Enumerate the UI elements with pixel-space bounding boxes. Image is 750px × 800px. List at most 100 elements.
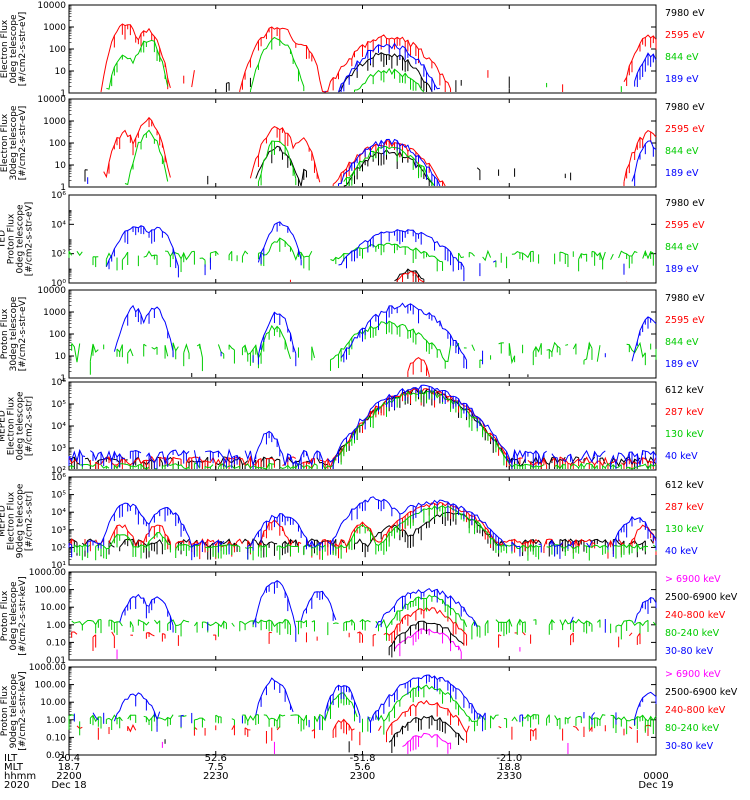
data-line <box>282 538 299 548</box>
data-line <box>204 448 241 465</box>
data-line <box>319 501 539 548</box>
data-line <box>113 692 161 722</box>
y-tick-label: 10² <box>51 543 66 553</box>
data-line <box>311 620 315 623</box>
y-axis-label-line: [#/cm2-s-str-eV] <box>18 12 28 87</box>
series-189-ev <box>113 302 657 369</box>
y-tick-label: 100.00 <box>35 681 67 691</box>
y-axis-label-line: [#/cm2-s-str] <box>25 491 35 551</box>
data-line <box>394 268 425 282</box>
data-line <box>71 343 81 363</box>
y-tick-label: 0.10 <box>46 638 66 648</box>
data-line <box>204 544 241 549</box>
data-line <box>68 251 73 256</box>
data-line <box>244 727 251 731</box>
data-line <box>87 502 206 548</box>
y-axis-label-line: 90deg telescope <box>16 483 26 558</box>
data-line <box>300 590 337 621</box>
data-line <box>311 728 315 732</box>
data-line <box>153 619 161 625</box>
data-line <box>108 524 171 549</box>
y-axis-label-line: Electron Flux <box>0 19 10 78</box>
panel-2: 1 10 100 1000 10000 Electron Flux 30deg telesc… <box>0 95 705 193</box>
data-line <box>239 26 452 93</box>
data-line <box>498 726 502 729</box>
data-line <box>68 456 78 465</box>
y-tick-label: 0.01 <box>46 751 66 761</box>
data-line <box>508 343 516 365</box>
legend-entry: 2595 eV <box>665 124 705 135</box>
data-line <box>165 250 195 261</box>
y-tick-label: 1 <box>60 183 66 193</box>
data-line <box>546 341 561 354</box>
data-line <box>522 713 539 719</box>
data-line <box>90 450 126 463</box>
legend-entry: 612 keV <box>665 480 704 491</box>
data-line <box>116 344 123 353</box>
y-tick-label: 10¹ <box>51 561 66 571</box>
data-line <box>218 538 238 547</box>
legend-entry: 844 eV <box>665 146 699 157</box>
y-tick-label: 10 <box>55 352 67 362</box>
panel-4: 1 10 100 1000 10000 Proton Flux 30deg telescop… <box>0 286 705 384</box>
data-line <box>402 732 451 748</box>
data-line <box>298 541 302 544</box>
legend-entry: 30-80 keV <box>665 741 714 752</box>
y-tick-label: 1000.00 <box>29 663 66 673</box>
data-line <box>257 519 294 549</box>
data-line <box>95 531 171 550</box>
data-line <box>333 622 339 625</box>
legend-entry: 30-80 keV <box>665 646 714 657</box>
y-tick-label: 100 <box>49 139 66 149</box>
data-line <box>258 237 313 261</box>
data-line <box>367 674 486 724</box>
data-line <box>623 129 657 183</box>
series-7980-ev <box>191 372 529 377</box>
series-844-ev <box>68 237 654 273</box>
y-axis-label-line: Proton Flux <box>0 308 10 359</box>
data-line <box>388 715 465 743</box>
y-axis-label-line: [#/cm2-s-str] <box>25 396 35 456</box>
data-line <box>218 463 240 469</box>
y-tick-label: 1000 <box>43 308 66 318</box>
legend-entry: 2595 eV <box>665 30 705 41</box>
data-line <box>338 229 465 268</box>
data-line <box>618 538 625 545</box>
series-2500-6900-kev <box>388 620 465 658</box>
y-axis-label-line: Electron Flux <box>0 113 10 172</box>
data-line <box>231 724 235 730</box>
legend-entry: 189 eV <box>665 359 699 370</box>
data-line <box>498 634 502 637</box>
data-line <box>559 456 617 467</box>
data-line <box>652 621 657 626</box>
data-line <box>610 449 657 467</box>
data-line <box>343 149 433 187</box>
time-axis-value: 2230 <box>203 771 228 782</box>
data-line <box>175 540 184 545</box>
data-line <box>100 23 171 93</box>
data-line <box>628 632 633 637</box>
series-844-ev <box>124 129 435 187</box>
data-line <box>212 539 225 546</box>
data-line <box>338 42 440 93</box>
time-axis-value: 2330 <box>497 771 522 782</box>
data-line <box>492 260 497 263</box>
y-axis-label-line: [#/cm2-s-str-keV] <box>18 671 28 750</box>
data-line <box>76 251 83 257</box>
data-line <box>68 542 72 546</box>
data-line <box>375 684 486 723</box>
data-line <box>127 724 137 733</box>
data-line <box>196 343 203 358</box>
data-line <box>517 457 523 460</box>
data-line <box>143 343 147 347</box>
data-line <box>340 302 468 361</box>
data-line <box>522 631 526 636</box>
data-line <box>244 430 323 468</box>
data-line <box>383 606 467 636</box>
data-line <box>578 253 587 260</box>
data-line <box>330 320 452 363</box>
data-line <box>244 462 275 470</box>
data-line <box>249 36 305 92</box>
